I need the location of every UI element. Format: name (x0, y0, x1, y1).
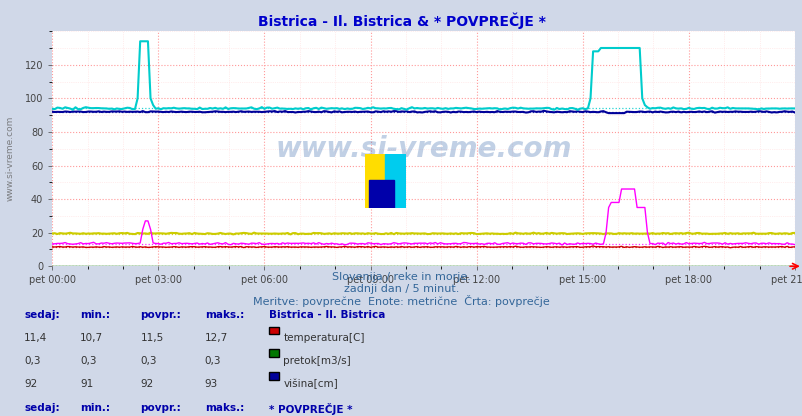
Text: 11,5: 11,5 (140, 333, 164, 343)
Text: Bistrica - Il. Bistrica & * POVPREČJE *: Bistrica - Il. Bistrica & * POVPREČJE * (257, 12, 545, 29)
Text: * POVPREČJE *: * POVPREČJE * (269, 403, 352, 415)
Text: www.si-vreme.com: www.si-vreme.com (5, 115, 14, 201)
Text: 11,4: 11,4 (24, 333, 47, 343)
Text: 10,7: 10,7 (80, 333, 103, 343)
Text: pretok[m3/s]: pretok[m3/s] (283, 356, 350, 366)
Text: 91: 91 (80, 379, 94, 389)
Text: maks.:: maks.: (205, 310, 244, 320)
Text: Meritve: povprečne  Enote: metrične  Črta: povprečje: Meritve: povprečne Enote: metrične Črta:… (253, 295, 549, 307)
Text: povpr.:: povpr.: (140, 403, 181, 413)
Text: povpr.:: povpr.: (140, 310, 181, 320)
Text: 0,3: 0,3 (24, 356, 41, 366)
Text: maks.:: maks.: (205, 403, 244, 413)
Text: www.si-vreme.com: www.si-vreme.com (275, 135, 571, 163)
Polygon shape (365, 154, 385, 208)
Text: sedaj:: sedaj: (24, 310, 59, 320)
Text: min.:: min.: (80, 403, 110, 413)
Text: višina[cm]: višina[cm] (283, 379, 338, 389)
Text: Slovenija / reke in morje.: Slovenija / reke in morje. (332, 272, 470, 282)
Text: 92: 92 (140, 379, 154, 389)
Text: 92: 92 (24, 379, 38, 389)
Text: 0,3: 0,3 (205, 356, 221, 366)
Polygon shape (368, 180, 394, 208)
Text: sedaj:: sedaj: (24, 403, 59, 413)
Text: Bistrica - Il. Bistrica: Bistrica - Il. Bistrica (269, 310, 385, 320)
Text: min.:: min.: (80, 310, 110, 320)
Text: 93: 93 (205, 379, 218, 389)
Text: 0,3: 0,3 (80, 356, 97, 366)
Text: temperatura[C]: temperatura[C] (283, 333, 364, 343)
Text: 12,7: 12,7 (205, 333, 228, 343)
Text: 0,3: 0,3 (140, 356, 157, 366)
Polygon shape (385, 154, 405, 208)
Text: zadnji dan / 5 minut.: zadnji dan / 5 minut. (343, 284, 459, 294)
